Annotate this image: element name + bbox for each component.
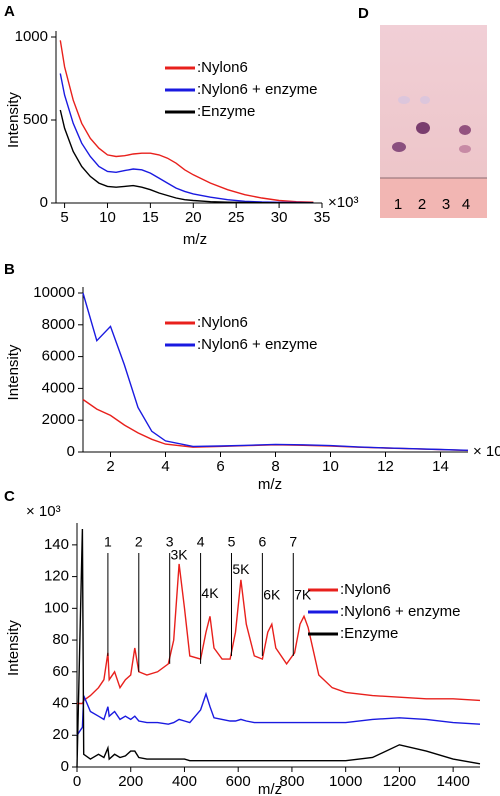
y-tick-label: 10000 xyxy=(33,284,75,301)
legend-label: :Nylon6 + enzyme xyxy=(197,81,317,98)
y-tick-label: 2000 xyxy=(42,411,75,428)
tlc-spot xyxy=(392,142,406,152)
series-line xyxy=(82,398,469,452)
x-axis-label: m/z xyxy=(258,781,282,796)
x-tick-label: 20 xyxy=(185,209,202,226)
legend-label: :Enzyme xyxy=(197,103,255,120)
marker-label: 7 xyxy=(289,534,297,550)
lane-label: 1 xyxy=(394,196,402,213)
tlc-spot xyxy=(416,122,430,134)
x-tick-label: 4 xyxy=(161,458,169,475)
series-line xyxy=(76,528,481,768)
peak-label: 6K xyxy=(263,586,281,602)
x-tick-label: 35 xyxy=(314,209,331,226)
x-tick-label: 8 xyxy=(271,458,279,475)
x-tick-label: 10 xyxy=(322,458,339,475)
marker-label: 3 xyxy=(166,534,174,550)
x-tick-label: 25 xyxy=(228,209,245,226)
y-tick-label: 4000 xyxy=(42,379,75,396)
legend-label: :Enzyme xyxy=(340,625,398,642)
x-tick-label: 6 xyxy=(216,458,224,475)
marker-label: 2 xyxy=(135,534,143,550)
x-tick-label: 400 xyxy=(172,773,197,790)
marker-label: 4 xyxy=(197,534,205,550)
y-tick-label: 1000 xyxy=(15,28,48,45)
x-tick-label: 10 xyxy=(99,209,116,226)
x-tick-label: 200 xyxy=(118,773,143,790)
x-tick-label: 800 xyxy=(279,773,304,790)
x-tick-label: 2 xyxy=(106,458,114,475)
marker-label: 1 xyxy=(104,534,112,550)
y-tick-label: 40 xyxy=(52,695,69,712)
x-tick-label: 12 xyxy=(377,458,394,475)
tlc-spot xyxy=(420,96,430,104)
tlc-panel: D xyxy=(358,5,487,218)
x-tick-label: 1000 xyxy=(329,773,362,790)
panel-label: A xyxy=(4,3,15,20)
lane-label: 3 xyxy=(442,196,450,213)
series-line xyxy=(59,40,314,203)
y-multiplier: × 10³ xyxy=(26,503,61,520)
peak-label: 7K xyxy=(294,586,312,602)
x-multiplier: × 10³ xyxy=(473,443,500,460)
tlc-spot xyxy=(398,96,410,104)
series-line xyxy=(59,73,314,204)
peak-label: 4K xyxy=(201,585,219,601)
peak-label: 3K xyxy=(171,547,189,563)
tlc-spot xyxy=(459,125,471,135)
x-tick-label: 5 xyxy=(60,209,68,226)
panel-label: C xyxy=(4,488,15,505)
x-multiplier: ×10³ xyxy=(328,194,358,211)
y-tick-label: 60 xyxy=(52,663,69,680)
legend-label: :Nylon6 + enzyme xyxy=(340,603,460,620)
series-line xyxy=(59,109,314,204)
lane-label: 4 xyxy=(462,196,470,213)
legend-label: :Nylon6 xyxy=(197,59,248,76)
y-tick-label: 80 xyxy=(52,631,69,648)
y-tick-label: 500 xyxy=(23,111,48,128)
legend-label: :Nylon6 xyxy=(197,314,248,331)
x-tick-label: 30 xyxy=(271,209,288,226)
tlc-spot xyxy=(459,145,471,153)
y-tick-label: 140 xyxy=(44,536,69,553)
x-axis-label: m/z xyxy=(258,476,282,493)
series-line xyxy=(82,292,469,451)
x-tick-label: 14 xyxy=(432,458,449,475)
peak-label: 5K xyxy=(232,561,250,577)
y-tick-label: 20 xyxy=(52,726,69,743)
x-tick-label: 1200 xyxy=(383,773,416,790)
tlc-baseline-zone xyxy=(380,178,487,218)
x-tick-label: 15 xyxy=(142,209,159,226)
x-tick-label: 0 xyxy=(73,773,81,790)
y-tick-label: 100 xyxy=(44,599,69,616)
y-tick-label: 120 xyxy=(44,568,69,585)
marker-label: 5 xyxy=(228,534,236,550)
y-axis-label: Intensity xyxy=(5,92,22,148)
y-tick-label: 0 xyxy=(67,443,75,460)
legend-label: :Nylon6 + enzyme xyxy=(197,336,317,353)
series-line xyxy=(76,691,481,736)
y-axis-label: Intensity xyxy=(5,344,22,400)
x-axis-label: m/z xyxy=(183,231,207,248)
legend-label: :Nylon6 xyxy=(340,581,391,598)
x-tick-label: 600 xyxy=(226,773,251,790)
y-tick-label: 0 xyxy=(61,758,69,775)
x-tick-label: 1400 xyxy=(436,773,469,790)
lane-label: 2 xyxy=(418,196,426,213)
y-tick-label: 6000 xyxy=(42,348,75,365)
y-tick-label: 8000 xyxy=(42,316,75,333)
y-tick-label: 0 xyxy=(40,194,48,211)
series-line xyxy=(77,563,481,705)
y-axis-label: Intensity xyxy=(5,620,22,676)
marker-label: 6 xyxy=(258,534,266,550)
panel-label: D xyxy=(358,5,369,22)
panel-label: B xyxy=(4,261,15,278)
